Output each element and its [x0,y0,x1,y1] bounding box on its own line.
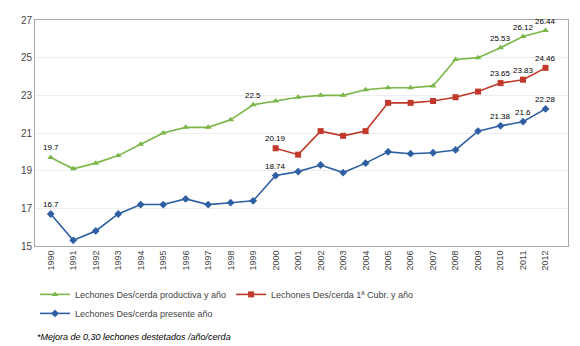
svg-text:1999: 1999 [248,251,258,271]
svg-text:Lechones Des/cerda 1ª Cubr. y: Lechones Des/cerda 1ª Cubr. y año [271,290,413,300]
svg-text:2012: 2012 [540,251,550,271]
svg-text:2011: 2011 [518,251,528,270]
svg-text:22.5: 22.5 [245,91,261,100]
svg-text:1990: 1990 [46,251,56,271]
svg-text:Lechones Des/cerda presente añ: Lechones Des/cerda presente año [75,309,213,319]
svg-text:2003: 2003 [338,251,348,271]
svg-text:19.7: 19.7 [43,143,59,152]
svg-text:23.65: 23.65 [490,69,511,78]
svg-text:2009: 2009 [473,251,483,271]
svg-text:2006: 2006 [405,251,415,271]
svg-text:20.19: 20.19 [265,134,286,143]
svg-text:1995: 1995 [158,251,168,271]
svg-text:23.83: 23.83 [513,66,534,75]
svg-text:1998: 1998 [226,251,236,271]
svg-text:26.44: 26.44 [535,17,556,26]
svg-text:26.12: 26.12 [513,23,534,32]
svg-text:2005: 2005 [383,251,393,271]
svg-text:2001: 2001 [293,251,303,271]
svg-text:2010: 2010 [495,251,505,271]
svg-text:2004: 2004 [361,251,371,271]
svg-text:27: 27 [21,15,33,26]
svg-text:24.46: 24.46 [535,54,556,63]
svg-text:23: 23 [21,90,33,101]
svg-text:2000: 2000 [271,251,281,271]
svg-text:1991: 1991 [68,251,78,271]
svg-text:19: 19 [21,165,33,176]
svg-text:1992: 1992 [91,251,101,271]
svg-text:21: 21 [21,128,33,139]
svg-text:18.74: 18.74 [265,162,286,171]
svg-text:1993: 1993 [113,251,123,271]
svg-text:25: 25 [21,52,33,63]
svg-text:2002: 2002 [316,251,326,271]
svg-text:15: 15 [21,241,33,252]
svg-text:*Mejora de 0,30 lechones deste: *Mejora de 0,30 lechones destetados /año… [37,332,231,342]
svg-text:21.38: 21.38 [490,112,511,121]
svg-text:22.28: 22.28 [535,95,556,104]
svg-text:1994: 1994 [136,251,146,271]
svg-text:Lechones Des/cerda productiva: Lechones Des/cerda productiva y año [75,290,226,300]
svg-text:16.7: 16.7 [43,200,59,209]
svg-text:1996: 1996 [181,251,191,271]
svg-text:2007: 2007 [428,251,438,271]
svg-text:1997: 1997 [203,251,213,271]
svg-text:17: 17 [21,203,33,214]
svg-text:2008: 2008 [450,251,460,271]
svg-text:25.53: 25.53 [490,34,511,43]
svg-text:21.6: 21.6 [515,108,531,117]
